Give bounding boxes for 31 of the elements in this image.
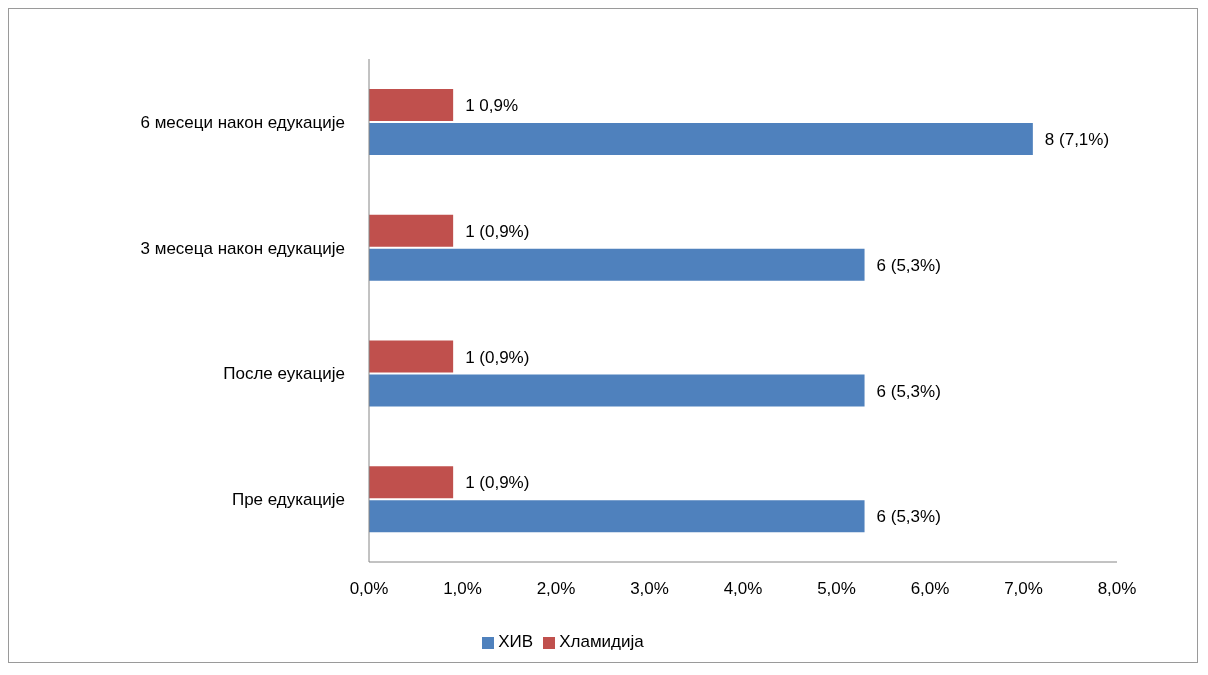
y-tick-label: 6 месеци након едукације bbox=[140, 112, 345, 132]
bar bbox=[369, 500, 865, 533]
y-tick-label: 3 месеца након едукације bbox=[140, 238, 345, 258]
data-label: 6 (5,3%) bbox=[876, 381, 941, 401]
x-tick-label: 2,0% bbox=[536, 579, 576, 599]
y-tick-label: После еукације bbox=[223, 364, 345, 384]
data-label: 8 (7,1%) bbox=[1044, 130, 1110, 150]
bar bbox=[369, 466, 454, 499]
bar bbox=[369, 123, 1033, 155]
bar bbox=[369, 374, 865, 407]
x-tick-label: 5,0% bbox=[817, 579, 856, 599]
data-label: 1 (0,9%) bbox=[465, 473, 530, 493]
x-tick-label: 3,0% bbox=[630, 579, 669, 599]
legend-label: Хламидија bbox=[559, 632, 644, 651]
bar bbox=[369, 248, 865, 281]
x-tick-label: 1,0% bbox=[443, 579, 482, 599]
x-tick-label: 4,0% bbox=[723, 579, 763, 599]
bar bbox=[369, 340, 454, 373]
data-label: 6 (5,3%) bbox=[876, 255, 941, 275]
bar bbox=[369, 89, 454, 121]
x-tick-label: 6,0% bbox=[910, 579, 950, 599]
data-label: 1 (0,9%) bbox=[465, 347, 530, 367]
bar bbox=[369, 214, 454, 247]
data-label: 1 (0,9%) bbox=[465, 221, 530, 241]
x-tick-label: 0,0% bbox=[349, 579, 389, 599]
x-tick-label: 7,0% bbox=[1004, 579, 1043, 599]
y-tick-label: Пре едукације bbox=[231, 490, 345, 510]
data-label: 1 0,9% bbox=[465, 96, 519, 116]
legend-label: ХИВ bbox=[498, 632, 534, 651]
x-tick-label: 8,0% bbox=[1097, 579, 1137, 599]
data-label: 6 (5,3%) bbox=[876, 507, 941, 527]
